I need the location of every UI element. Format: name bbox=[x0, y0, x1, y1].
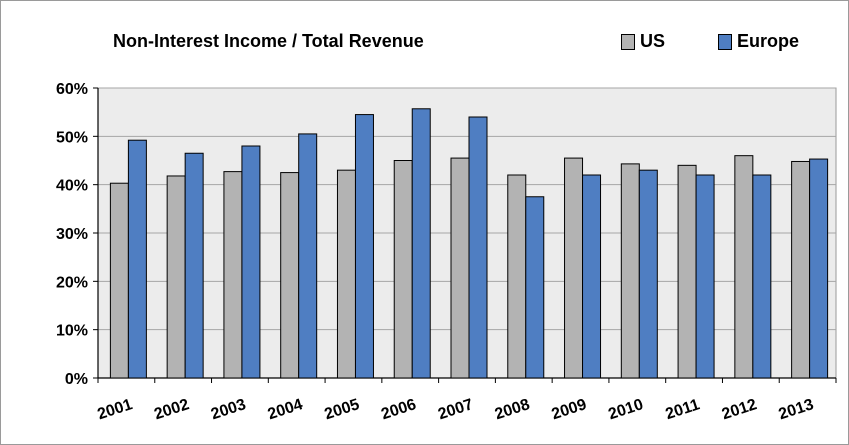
y-tick-label: 30% bbox=[56, 226, 88, 243]
x-tick-label-2007: 2007 bbox=[436, 396, 475, 423]
y-tick-label: 60% bbox=[56, 81, 88, 98]
chart-title: Non-Interest Income / Total Revenue bbox=[113, 31, 424, 51]
legend-swatch-europe bbox=[718, 33, 732, 50]
x-tick-label-2002: 2002 bbox=[152, 396, 191, 423]
bar-europe-2013 bbox=[809, 158, 829, 379]
x-tick-label-2012: 2012 bbox=[720, 396, 759, 423]
legend-item-us: US bbox=[621, 31, 665, 52]
legend-swatch-us bbox=[621, 33, 635, 50]
bar-us-2006 bbox=[393, 160, 413, 379]
y-tick-label: 20% bbox=[56, 274, 88, 291]
legend-label-europe: Europe bbox=[737, 31, 800, 51]
bar-us-2004 bbox=[280, 172, 300, 379]
bar-europe-2012 bbox=[752, 174, 772, 379]
x-tick-label-2013: 2013 bbox=[777, 396, 816, 423]
x-tick-label-2004: 2004 bbox=[266, 396, 305, 423]
bar-us-2011 bbox=[677, 164, 697, 379]
x-tick-label-2001: 2001 bbox=[95, 396, 134, 423]
x-tick-label-2006: 2006 bbox=[379, 396, 418, 423]
bar-us-2001 bbox=[109, 182, 129, 379]
bar-us-2012 bbox=[734, 155, 754, 379]
x-tick-label-2005: 2005 bbox=[323, 396, 362, 423]
bar-europe-2006 bbox=[411, 108, 431, 379]
bar-us-2002 bbox=[166, 175, 186, 379]
bar-europe-2009 bbox=[582, 174, 602, 379]
x-tick-label-2009: 2009 bbox=[550, 396, 589, 423]
y-tick-label: 10% bbox=[56, 323, 88, 340]
bar-us-2013 bbox=[791, 160, 811, 379]
bar-us-2008 bbox=[507, 174, 527, 379]
bar-europe-2004 bbox=[298, 133, 318, 379]
bar-us-2005 bbox=[336, 169, 356, 379]
bar-europe-2010 bbox=[638, 169, 658, 379]
bar-europe-2001 bbox=[127, 139, 147, 379]
x-tick-label-2003: 2003 bbox=[209, 396, 248, 423]
bar-us-2009 bbox=[564, 157, 584, 379]
bar-europe-2007 bbox=[468, 116, 488, 379]
legend-label-us: US bbox=[640, 31, 666, 51]
bar-us-2003 bbox=[223, 171, 243, 379]
bar-europe-2002 bbox=[184, 152, 204, 379]
bar-europe-2008 bbox=[525, 196, 545, 379]
x-tick-label-2011: 2011 bbox=[664, 396, 702, 423]
y-tick-label: 0% bbox=[65, 371, 88, 388]
bar-europe-2005 bbox=[354, 114, 374, 379]
bar-europe-2003 bbox=[241, 145, 261, 379]
y-tick-label: 50% bbox=[56, 129, 88, 146]
bar-us-2007 bbox=[450, 157, 470, 379]
x-tick-label-2010: 2010 bbox=[606, 396, 645, 423]
bar-europe-2011 bbox=[695, 174, 715, 379]
y-tick-label: 40% bbox=[56, 178, 88, 195]
x-tick-label-2008: 2008 bbox=[493, 396, 532, 423]
legend-item-europe: Europe bbox=[718, 31, 799, 52]
bar-us-2010 bbox=[620, 163, 640, 379]
